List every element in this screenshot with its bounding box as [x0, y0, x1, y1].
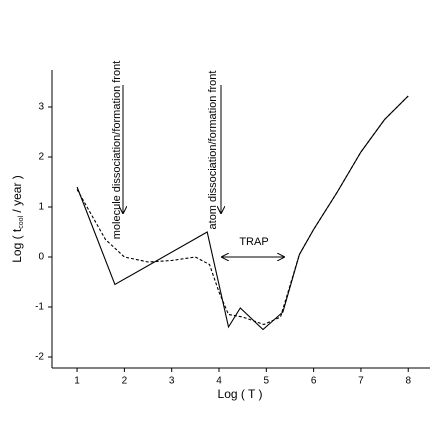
x-tick-label: 5	[264, 376, 270, 387]
y-tick-label: 2	[38, 152, 44, 163]
x-tick-label: 3	[169, 376, 175, 387]
y-tick-label: 0	[38, 252, 44, 263]
x-tick-label: 2	[122, 376, 128, 387]
y-axis-title: Log ( tcool / year )	[10, 175, 25, 263]
y-title-subscript: cool	[18, 215, 25, 228]
series-line	[76, 95, 409, 326]
annotation: TRAP	[239, 236, 268, 248]
y-tick-label: 1	[38, 202, 44, 213]
y-tick-label: 3	[38, 102, 44, 113]
x-tick-label: 1	[74, 376, 80, 387]
x-tick-label: 6	[311, 376, 317, 387]
annotation: molecule dissociation/formation front	[111, 61, 123, 240]
y-tick-label: -2	[35, 352, 44, 363]
y-title-part: Log ( t	[10, 228, 24, 263]
x-tick-label: 8	[405, 376, 411, 387]
x-axis-title: Log ( T )	[218, 387, 263, 401]
x-tick-label: 7	[358, 376, 364, 387]
series-line	[76, 95, 409, 331]
annotation: atom dissociation/formation front	[207, 71, 219, 230]
y-tick-label: -1	[35, 302, 44, 313]
y-title-part: / year )	[10, 175, 24, 216]
x-tick-label: 4	[216, 376, 222, 387]
